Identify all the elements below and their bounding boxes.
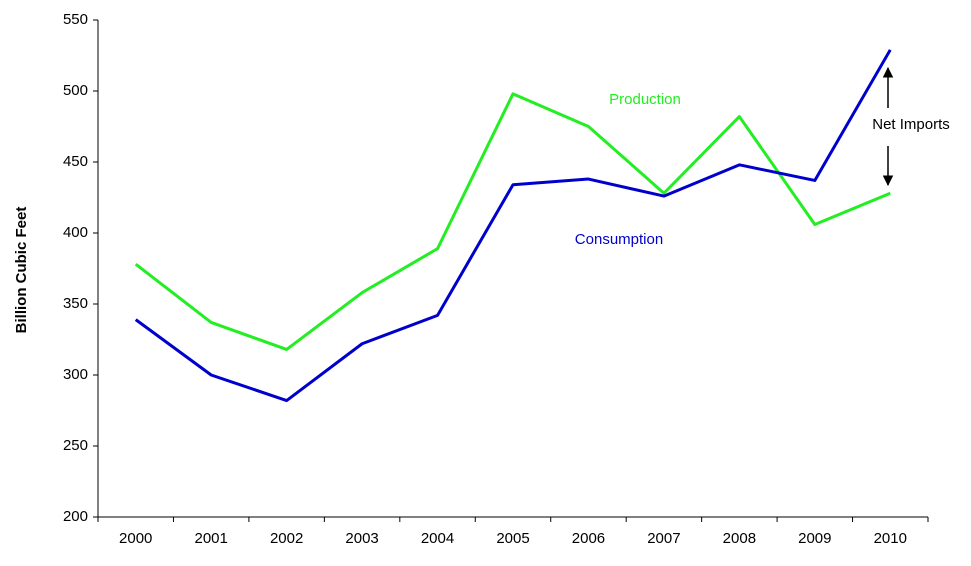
y-axis-label: Billion Cubic Feet <box>13 207 30 334</box>
x-tick-label: 2005 <box>496 530 529 547</box>
y-tick-label: 500 <box>63 82 88 99</box>
y-tick-label: 200 <box>63 508 88 525</box>
x-tick-label: 2002 <box>270 530 303 547</box>
annotation: Net Imports <box>872 116 950 133</box>
series-line <box>134 49 892 403</box>
x-tick-label: 2003 <box>345 530 378 547</box>
y-tick-label: 450 <box>63 153 88 170</box>
x-tick-label: 2000 <box>119 530 152 547</box>
x-tick-label: 2008 <box>723 530 756 547</box>
y-tick-label: 250 <box>63 437 88 454</box>
y-tick-label: 550 <box>63 11 88 28</box>
x-tick-label: 2007 <box>647 530 680 547</box>
x-tick-label: 2010 <box>874 530 907 547</box>
series-label: Consumption <box>575 231 663 248</box>
series-label: Production <box>609 91 681 108</box>
y-tick-label: 400 <box>63 224 88 241</box>
x-tick-label: 2009 <box>798 530 831 547</box>
y-tick-label: 350 <box>63 295 88 312</box>
x-tick-label: 2006 <box>572 530 605 547</box>
x-tick-label: 2001 <box>194 530 227 547</box>
x-tick-label: 2004 <box>421 530 454 547</box>
annotation-bg <box>855 114 967 136</box>
y-tick-label: 300 <box>63 366 88 383</box>
series-line <box>134 92 891 351</box>
